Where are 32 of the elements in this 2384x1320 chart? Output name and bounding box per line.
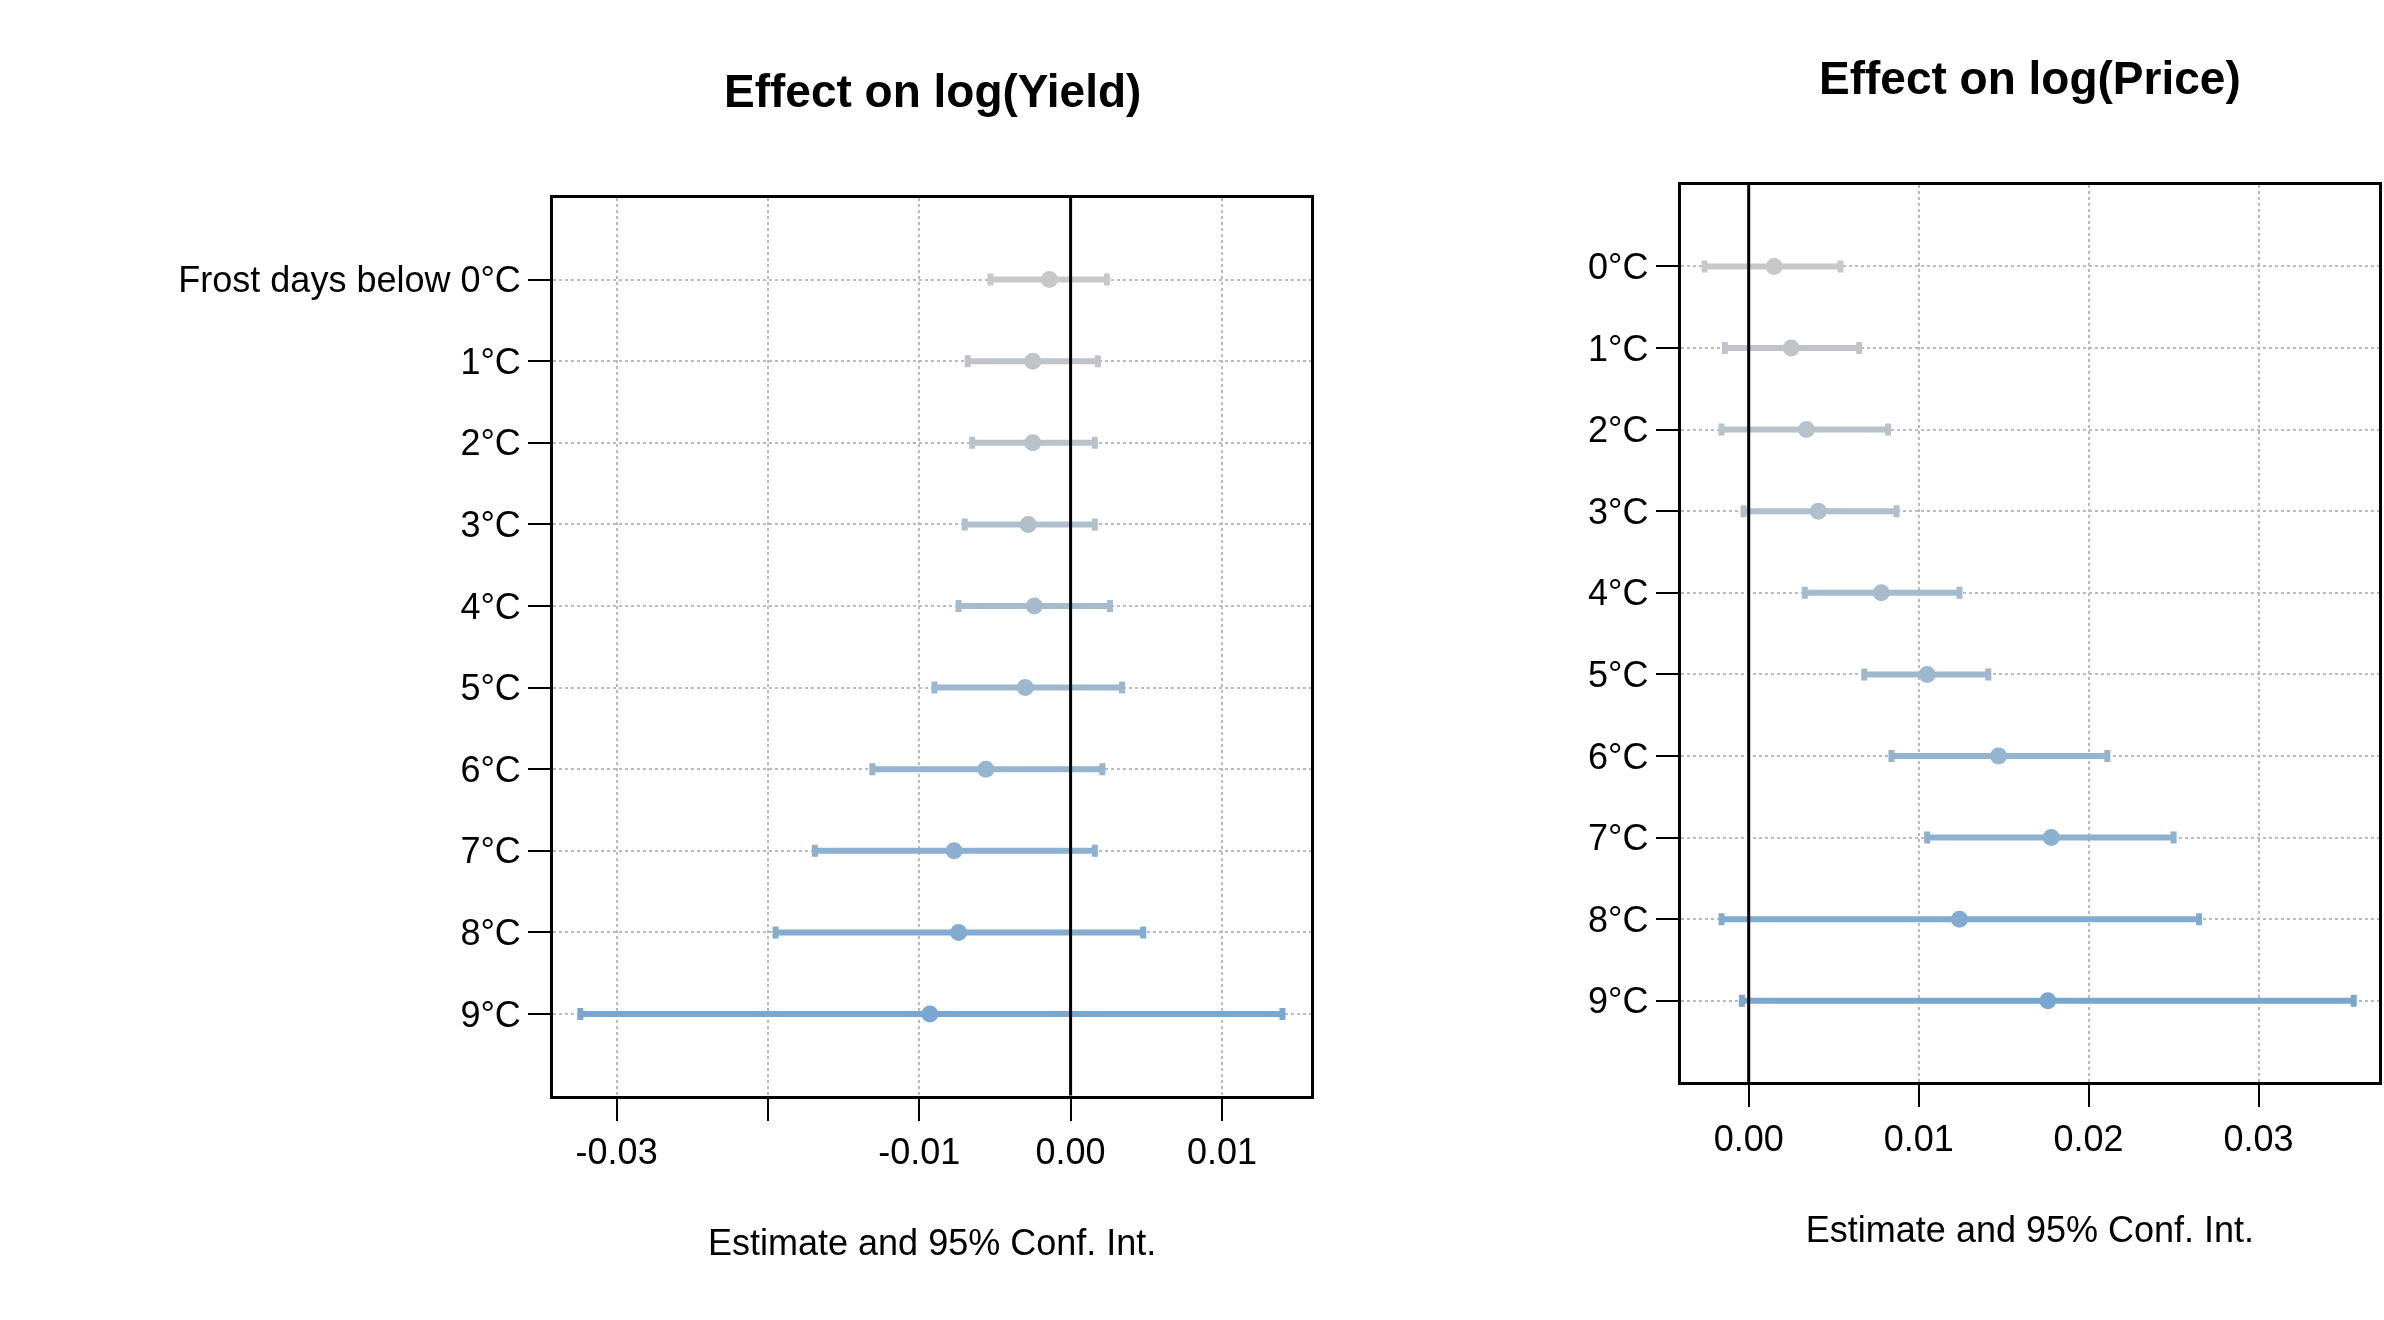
x-tick-label: 0.01	[1883, 1117, 1954, 1159]
y-tick-label: 4°C	[1588, 572, 1649, 614]
x-tick-label: -0.01	[878, 1130, 961, 1172]
y-tick-label: 9°C	[1588, 980, 1649, 1022]
y-tick-label: 7°C	[460, 830, 521, 872]
y-tick-label: 2°C	[460, 422, 521, 464]
x-tick-label: 0.02	[2053, 1117, 2124, 1159]
chart-title: Effect on log(Price)	[1819, 52, 2241, 104]
y-tick-label: 5°C	[1588, 654, 1649, 695]
y-tick-label: 1°C	[460, 340, 521, 382]
x-tick-label: -0.03	[575, 1130, 658, 1172]
y-tick-label: 8°C	[460, 912, 521, 953]
y-tick-label: 1°C	[1588, 327, 1649, 369]
y-tick-label: 5°C	[460, 667, 521, 709]
x-axis-title: Estimate and 95% Conf. Int.	[1805, 1209, 2255, 1251]
x-tick-label: 0.03	[2223, 1117, 2294, 1159]
y-tick-label: 3°C	[460, 504, 521, 545]
chart-title: Effect on log(Yield)	[724, 65, 1142, 117]
x-tick-label: 0.00	[1035, 1130, 1106, 1172]
y-tick-label: 6°C	[1588, 735, 1649, 777]
y-tick-label: 3°C	[1588, 490, 1649, 532]
y-tick-label: 9°C	[460, 993, 521, 1035]
y-tick-label: 4°C	[460, 585, 521, 627]
y-tick-label: Frost days below 0°C	[178, 259, 521, 301]
x-tick-label: 0.01	[1186, 1130, 1257, 1172]
y-tick-label: 6°C	[460, 748, 521, 790]
x-tick-label: 0.00	[1713, 1117, 1784, 1159]
y-tick-label: 8°C	[1588, 898, 1649, 940]
y-tick-label: 0°C	[1588, 246, 1649, 287]
x-axis-title: Estimate and 95% Conf. Int.	[708, 1222, 1157, 1264]
y-tick-label: 2°C	[1588, 409, 1649, 451]
y-tick-label: 7°C	[1588, 817, 1649, 859]
